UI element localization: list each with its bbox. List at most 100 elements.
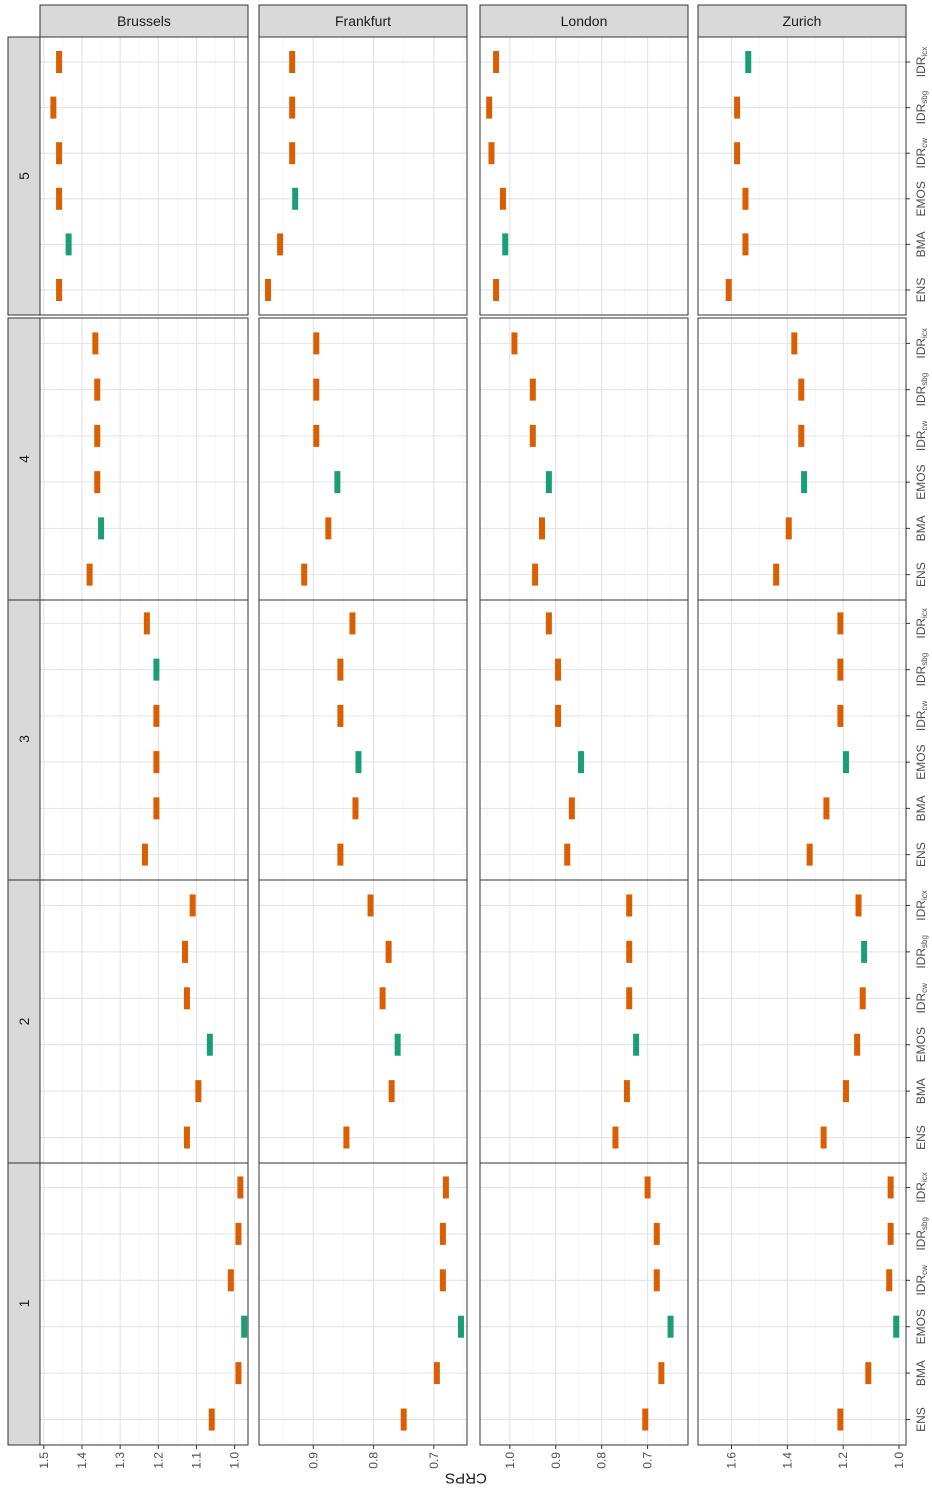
crps-mark-emos [893, 1315, 900, 1338]
panel-background [40, 598, 248, 880]
crps-mark-idr-cw [653, 1269, 660, 1292]
crps-mark-emos [334, 471, 341, 494]
category-axis-row-5: ENS BMA EMOS IDRcw IDRsbg IDRicx [906, 47, 929, 302]
crps-mark-idr-icx [545, 612, 552, 635]
panel-london-1 [479, 1161, 689, 1446]
category-label: IDRcw [914, 1265, 929, 1296]
panel-background [698, 318, 906, 600]
value-axis-title: CRPS [445, 1470, 487, 1487]
crps-mark-idr-sbg [861, 940, 868, 963]
crps-mark-idr-cw [379, 987, 386, 1010]
crps-mark-idr-cw [439, 1269, 446, 1292]
crps-mark-emos [842, 751, 849, 774]
crps-mark-idr-icx [289, 51, 296, 74]
crps-mark-bma [388, 1080, 395, 1103]
crps-mark-ens [301, 563, 308, 586]
panel-zurich-2 [697, 879, 907, 1164]
row-strip-background [7, 317, 41, 601]
crps-mark-emos [499, 187, 506, 210]
category-label: IDRcw [914, 983, 929, 1014]
panel-zurich-3 [697, 597, 907, 881]
value-tick-label: 1.3 [113, 1452, 127, 1469]
crps-mark-idr-cw [488, 142, 495, 165]
crps-mark-idr-cw [626, 987, 633, 1010]
column-strip-frankfurt: Frankfurt [258, 4, 468, 38]
panel-background [480, 880, 688, 1163]
crps-mark-idr-cw [734, 142, 741, 165]
row-strip-label: 1 [16, 1299, 32, 1307]
crps-mark-ens [208, 1408, 215, 1431]
crps-mark-ens [806, 843, 813, 866]
value-tick-label: 0.7 [641, 1452, 655, 1469]
crps-mark-idr-sbg [626, 940, 633, 963]
panel-brussels-2 [39, 879, 249, 1164]
row-strip-background [7, 879, 41, 1164]
value-tick-label: 1.4 [75, 1452, 89, 1469]
crps-mark-emos [56, 187, 63, 210]
crps-mark-bma [865, 1362, 872, 1385]
panel-brussels-3 [39, 597, 249, 881]
category-label: BMA [914, 1360, 928, 1386]
crps-mark-idr-cw [859, 987, 866, 1010]
column-strip-background [697, 4, 907, 38]
crps-mark-idr-sbg [50, 96, 57, 119]
crps-mark-idr-cw [886, 1269, 893, 1292]
crps-mark-emos [457, 1315, 464, 1338]
category-label: IDRsbg [914, 1217, 929, 1251]
crps-mark-idr-icx [237, 1176, 244, 1199]
category-label: ENS [914, 842, 928, 867]
crps-mark-ens [183, 1126, 190, 1149]
panel-background [40, 37, 248, 315]
crps-mark-idr-icx [887, 1176, 894, 1199]
category-label: IDRsbg [914, 935, 929, 969]
crps-mark-idr-cw [289, 142, 296, 165]
crps-mark-idr-icx [626, 894, 633, 917]
crps-mark-idr-icx [644, 1176, 651, 1199]
crps-mark-bma [195, 1080, 202, 1103]
crps-mark-ens [493, 278, 500, 301]
crps-mark-ens [265, 278, 272, 301]
row-strip-background [7, 36, 41, 316]
crps-mark-ens [837, 1408, 844, 1431]
crps-mark-ens [820, 1126, 827, 1149]
crps-mark-ens [141, 843, 148, 866]
row-strip-5: 5 [7, 36, 41, 316]
panel-background [698, 880, 906, 1163]
column-strip-label: Brussels [117, 13, 171, 29]
crps-mark-idr-icx [791, 332, 798, 355]
category-label: ENS [914, 562, 928, 587]
crps-mark-ens [725, 278, 732, 301]
crps-mark-idr-sbg [734, 96, 741, 119]
crps-mark-idr-cw [153, 704, 160, 727]
column-strip-london: London [479, 4, 689, 38]
crps-mark-ens [532, 563, 539, 586]
value-tick-label: 0.7 [427, 1452, 441, 1469]
crps-mark-idr-cw [337, 704, 344, 727]
category-label: ENS [914, 1125, 928, 1150]
category-label: EMOS [914, 464, 928, 499]
category-label: IDRicx [914, 1172, 929, 1202]
crps-mark-idr-sbg [289, 96, 296, 119]
column-strip-background [39, 4, 249, 38]
crps-mark-idr-sbg [887, 1222, 894, 1245]
crps-mark-idr-sbg [153, 658, 160, 681]
crps-mark-ens [86, 563, 93, 586]
panels-layer [39, 36, 907, 1446]
crps-mark-idr-cw [94, 424, 101, 447]
crps-mark-idr-sbg [798, 378, 805, 401]
crps-mark-ens [612, 1126, 619, 1149]
crps-mark-idr-sbg [529, 378, 536, 401]
category-label: BMA [914, 231, 928, 257]
crps-mark-idr-sbg [235, 1222, 242, 1245]
crps-mark-idr-cw [555, 704, 562, 727]
value-axis-brussels: 1.5 1.4 1.3 1.2 1.1 1.0 [37, 1445, 242, 1469]
value-tick-label: 1.2 [836, 1452, 850, 1469]
value-tick-label: 1.0 [228, 1452, 242, 1469]
value-tick-label: 1.6 [725, 1452, 739, 1469]
crps-mark-bma [235, 1362, 242, 1385]
panel-london-4 [479, 317, 689, 601]
crps-mark-bma [325, 517, 332, 540]
category-label: BMA [914, 795, 928, 821]
crps-mark-ens [400, 1408, 407, 1431]
